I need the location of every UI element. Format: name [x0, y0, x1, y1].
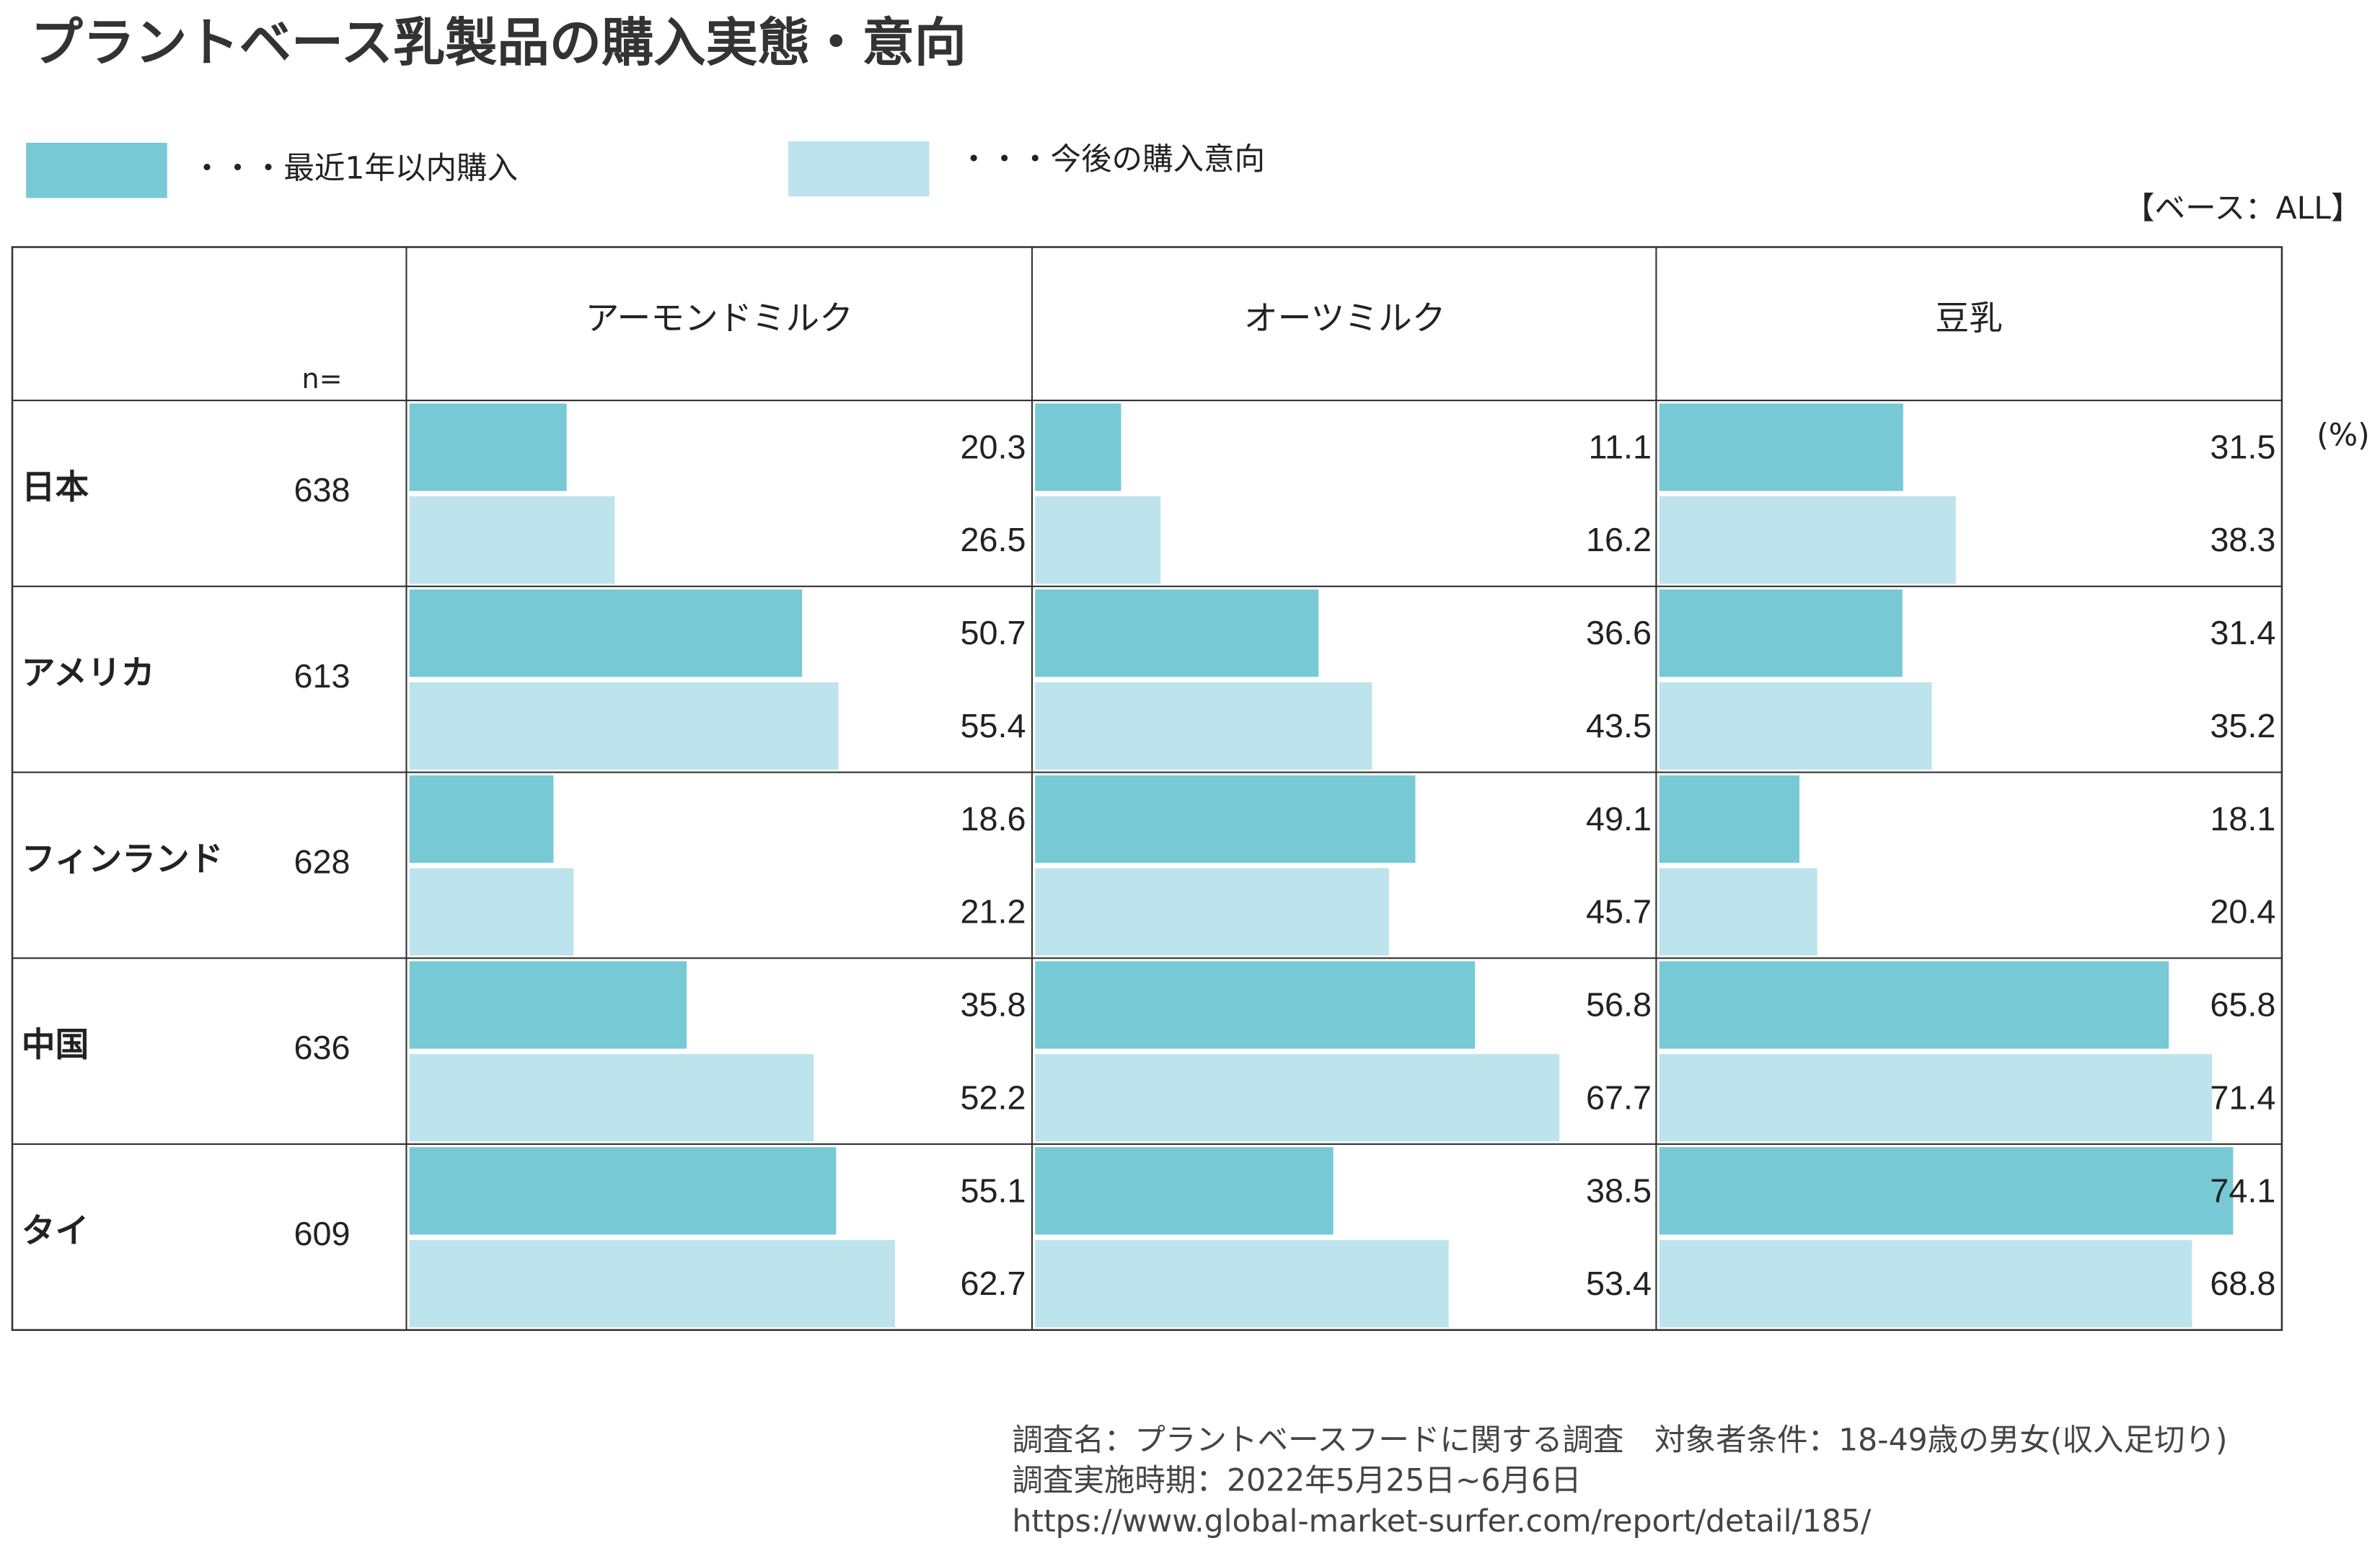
- legend-swatch: [788, 141, 930, 197]
- bar: [409, 1054, 814, 1142]
- value-label: 45.7: [1586, 893, 1652, 931]
- footer-note: 調査実施時期：2022年5月25日~6月6日: [1012, 1464, 1581, 1499]
- bar: [1659, 1147, 2234, 1235]
- value-label: 31.4: [2210, 614, 2275, 651]
- panel-title: オーツミルク: [1244, 299, 1446, 338]
- bar: [1659, 589, 1903, 677]
- bar: [1659, 868, 1817, 956]
- row-label: 中国: [22, 1026, 89, 1065]
- value-label: 43.5: [1586, 707, 1652, 744]
- bar: [409, 961, 687, 1049]
- value-label: 49.1: [1586, 800, 1652, 838]
- value-label: 71.4: [2210, 1078, 2275, 1116]
- row-label: フィンランド: [22, 840, 224, 879]
- chart-title: プラントベース乳製品の購入実態・意向: [31, 13, 966, 74]
- n-label: n=: [301, 363, 342, 395]
- legend-swatch: [26, 142, 167, 198]
- bar: [409, 496, 615, 584]
- value-label: 50.7: [960, 614, 1026, 651]
- value-label: 21.2: [960, 893, 1026, 931]
- table-frame: [11, 246, 2283, 1331]
- bar: [409, 775, 554, 863]
- value-label: 36.6: [1586, 614, 1652, 651]
- value-label: 26.5: [960, 521, 1026, 558]
- bar: [1659, 1239, 2192, 1328]
- n-value: 628: [294, 843, 351, 880]
- bar: [1659, 403, 1903, 491]
- value-label: 35.2: [2210, 707, 2275, 744]
- bar: [1035, 868, 1389, 956]
- n-value: 636: [294, 1029, 351, 1066]
- bar: [409, 868, 574, 956]
- value-label: 16.2: [1586, 521, 1652, 558]
- footer-note: 調査名：プラントベースフードに関する調査 対象者条件：18-49歳の男女(収入足…: [1012, 1423, 2227, 1458]
- bar: [1035, 1054, 1560, 1142]
- value-label: 65.8: [2210, 986, 2275, 1024]
- bar: [1659, 682, 1932, 770]
- bar: [1035, 496, 1161, 584]
- value-label: 35.8: [960, 986, 1026, 1024]
- value-label: 62.7: [960, 1265, 1026, 1302]
- bar: [1035, 682, 1372, 770]
- value-label: 74.1: [2210, 1172, 2275, 1209]
- value-label: 18.1: [2210, 800, 2275, 838]
- value-label: 18.6: [960, 800, 1026, 838]
- row-label: アメリカ: [22, 654, 155, 693]
- value-label: 55.1: [960, 1172, 1026, 1209]
- value-label: 20.4: [2210, 893, 2275, 931]
- bar: [1659, 775, 1799, 863]
- bar: [409, 1147, 837, 1235]
- panel-title: アーモンドミルク: [586, 299, 853, 338]
- value-label: 55.4: [960, 707, 1026, 744]
- bar: [1659, 961, 2169, 1049]
- bar: [409, 682, 839, 770]
- value-label: 68.8: [2210, 1265, 2275, 1302]
- value-label: 52.2: [960, 1078, 1026, 1116]
- row-label: 日本: [22, 468, 89, 507]
- bar: [1659, 1054, 2213, 1142]
- bar: [1035, 961, 1476, 1049]
- bar: [409, 403, 567, 491]
- value-label: 38.5: [1586, 1172, 1652, 1209]
- value-label: 38.3: [2210, 521, 2275, 558]
- bar: [1035, 589, 1319, 677]
- value-label: 20.3: [960, 429, 1026, 466]
- bar: [1659, 496, 1956, 584]
- value-label: 56.8: [1586, 986, 1652, 1024]
- bar: [409, 1239, 895, 1328]
- n-value: 609: [294, 1215, 351, 1252]
- value-label: 31.5: [2210, 429, 2275, 466]
- bar: [1035, 775, 1416, 863]
- value-label: 67.7: [1586, 1078, 1652, 1116]
- bar: [1035, 403, 1121, 491]
- value-label: 53.4: [1586, 1265, 1652, 1302]
- unit-label: (%): [2317, 418, 2370, 454]
- base-note: 【ベース：ALL】: [2124, 191, 2361, 227]
- row-label: タイ: [22, 1212, 89, 1251]
- footer-note: https://www.global-market-surfer.com/rep…: [1012, 1504, 1872, 1539]
- legend-label: ・・・最近1年以内購入: [192, 151, 518, 187]
- n-value: 613: [294, 657, 351, 695]
- legend-label: ・・・今後の購入意向: [958, 142, 1265, 177]
- bar: [1035, 1239, 1449, 1328]
- bar: [1035, 1147, 1334, 1235]
- value-label: 11.1: [1588, 429, 1652, 466]
- bar: [409, 589, 803, 677]
- n-value: 638: [294, 471, 351, 509]
- panel-title: 豆乳: [1935, 299, 2003, 338]
